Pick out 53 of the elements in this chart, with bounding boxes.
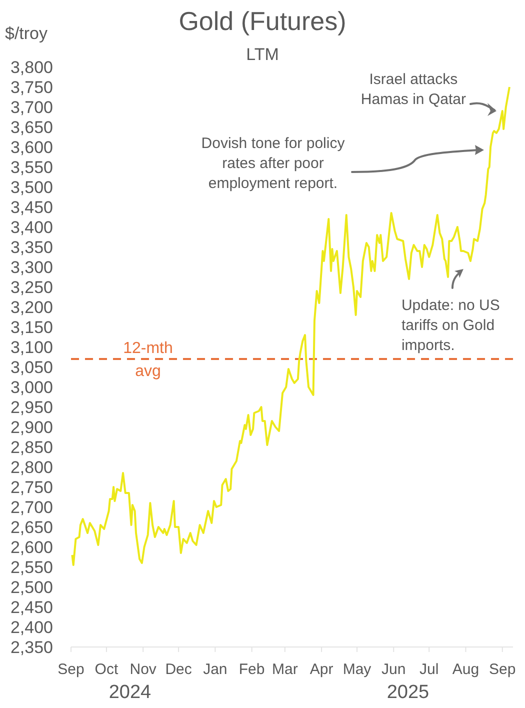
x-tick-label: Nov: [130, 661, 157, 678]
x-tick-label: Mar: [272, 661, 298, 678]
y-axis-title: $/troy: [5, 24, 48, 44]
y-tick-label: 3,300: [10, 258, 53, 277]
y-tick-label: 3,700: [10, 98, 53, 117]
x-tick-label: Aug: [452, 661, 480, 678]
y-tick-label: 2,700: [10, 498, 53, 517]
y-tick-label: 3,800: [10, 58, 53, 77]
x-tick-label: Oct: [94, 661, 119, 678]
y-tick-label: 2,900: [10, 418, 53, 437]
y-tick-label: 3,100: [10, 338, 53, 357]
x-tick-label: Jun: [382, 661, 406, 678]
y-tick-label: 3,450: [10, 198, 53, 217]
y-tick-label: 2,400: [10, 618, 53, 637]
y-tick-label: 2,450: [10, 598, 53, 617]
chart-subtitle: LTM: [246, 45, 279, 64]
y-tick-label: 3,550: [10, 158, 53, 177]
y-tick-label: 2,950: [10, 398, 53, 417]
y-tick-label: 3,600: [10, 138, 53, 157]
y-tick-label: 2,600: [10, 538, 53, 557]
annotation: Israel attacks Hamas in Qatar: [360, 71, 466, 108]
y-tick-label: 3,050: [10, 358, 53, 377]
y-tick-label: 2,800: [10, 458, 53, 477]
y-tick-label: 2,500: [10, 578, 53, 597]
y-tick-label: 3,650: [10, 118, 53, 137]
y-tick-label: 3,250: [10, 278, 53, 297]
y-tick-label: 3,750: [10, 78, 53, 97]
x-tick-label: Jan: [203, 661, 228, 678]
y-tick-label: 2,750: [10, 478, 53, 497]
annotation: Dovish tone for policy rates after poor employment report.: [201, 135, 346, 192]
y-tick-label: 2,350: [10, 638, 53, 657]
line-series: [71, 86, 510, 566]
x-tick-label: May: [342, 661, 372, 678]
text: 2024: [108, 682, 152, 703]
y-tick-label: 3,400: [10, 218, 53, 237]
x-tick-label: Jul: [419, 661, 439, 678]
x-tick-label: Sep: [58, 661, 84, 678]
y-tick-label: 3,200: [10, 298, 53, 317]
y-tick-label: 3,150: [10, 318, 53, 337]
y-tick-label: 2,550: [10, 558, 53, 577]
y-tick-label: 2,850: [10, 438, 53, 457]
x-tick-label: Sep: [489, 661, 516, 678]
text: 2025: [386, 682, 430, 703]
x-tick-label: Feb: [238, 661, 265, 678]
y-tick-label: 2,650: [10, 518, 53, 537]
annotation: Update: no US tariffs on Gold imports.: [401, 297, 500, 354]
y-tick-label: 3,500: [10, 178, 53, 197]
y-tick-label: 3,000: [10, 378, 53, 397]
x-tick-label: Apr: [310, 661, 334, 678]
x-tick-label: Dec: [165, 661, 192, 678]
chart-title: Gold (Futures): [178, 6, 346, 36]
y-tick-label: 3,350: [10, 238, 53, 257]
ref-line-label: 12-mth avg: [123, 340, 173, 380]
